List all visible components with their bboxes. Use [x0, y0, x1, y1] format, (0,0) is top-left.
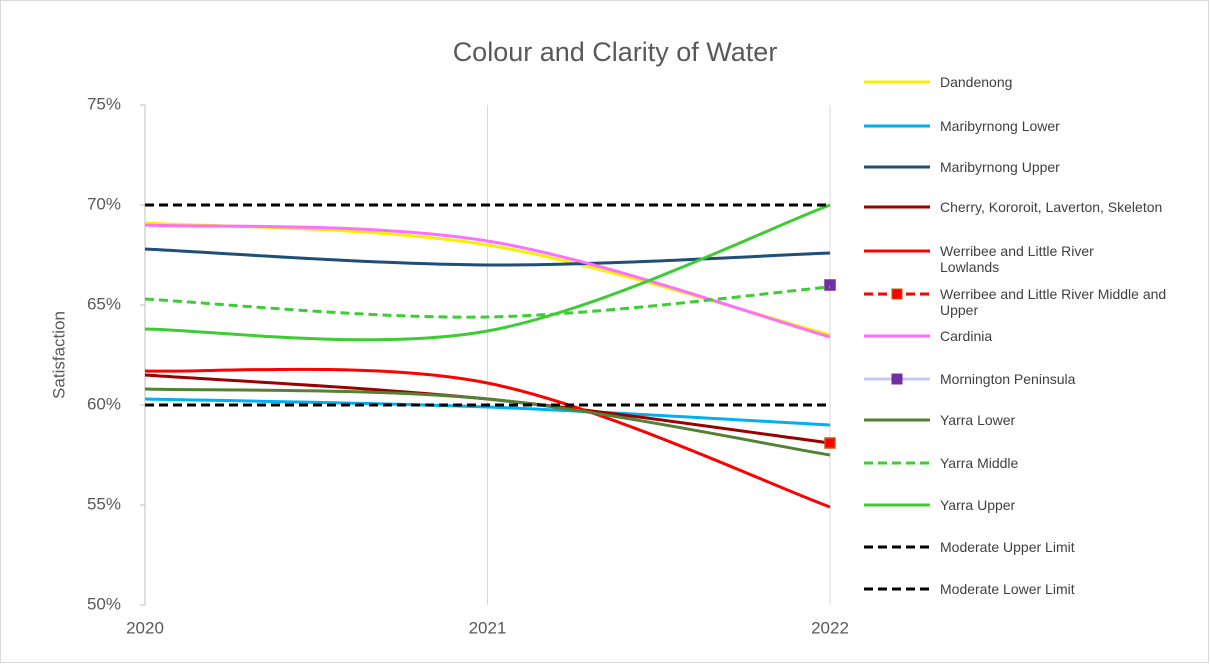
legend-entry: Maribyrnong Lower	[860, 118, 1140, 134]
legend-entry: Cherry, Kororoit, Laverton, Skeleton	[860, 199, 1195, 215]
legend-entry: Yarra Upper	[860, 497, 1140, 513]
legend-marker	[891, 288, 903, 300]
y-tick-label: 75%	[87, 94, 121, 113]
legend-entry: Werribee and Little River Lowlands	[860, 243, 1140, 275]
legend-entry: Cardinia	[860, 328, 1140, 344]
legend-label: Werribee and Little River Lowlands	[940, 243, 1094, 275]
legend-label: Dandenong	[940, 74, 1013, 90]
legend-swatch	[864, 205, 930, 209]
legend-entry: Dandenong	[860, 74, 1140, 90]
series-line	[144, 387, 831, 457]
legend-label: Cardinia	[940, 328, 993, 344]
legend-swatch	[864, 503, 930, 507]
legend-swatch	[864, 545, 930, 549]
legend-label: Mornington Peninsula	[940, 371, 1076, 387]
legend-entry: Yarra Lower	[860, 412, 1140, 428]
legend-entry: Mornington Peninsula	[860, 371, 1140, 387]
series-line	[144, 203, 831, 342]
x-tick-label: 2021	[469, 618, 507, 637]
series-marker	[824, 279, 836, 291]
chart-title: Colour and Clarity of Water	[453, 37, 778, 67]
series-line	[144, 223, 831, 339]
legend-swatch	[864, 587, 930, 591]
y-tick-label: 55%	[87, 494, 121, 513]
series-line	[144, 247, 831, 267]
series-line	[144, 285, 831, 319]
legend-label: Yarra Upper	[940, 497, 1016, 513]
legend-entry: Yarra Middle	[860, 455, 1140, 471]
y-axis-label: Satisfaction	[49, 311, 68, 399]
series-line	[144, 397, 831, 427]
y-tick-label: 70%	[87, 194, 121, 213]
legend-marker	[891, 373, 903, 385]
legend-swatch	[864, 373, 930, 385]
legend-entry: Werribee and Little River Middle and Upp…	[860, 286, 1195, 318]
x-tick-label: 2020	[126, 618, 164, 637]
legend-swatch	[864, 418, 930, 422]
series-line	[144, 367, 831, 509]
y-tick-label: 50%	[87, 594, 121, 613]
legend-swatch	[864, 334, 930, 338]
legend-swatch	[864, 165, 930, 169]
legend-label: Yarra Middle	[940, 455, 1019, 471]
legend-label: Werribee and Little River Middle and Upp…	[940, 286, 1167, 318]
legend-label: Moderate Upper Limit	[940, 539, 1075, 555]
legend-label: Maribyrnong Upper	[940, 159, 1060, 175]
legend-swatch	[864, 288, 930, 300]
legend-swatch	[864, 124, 930, 128]
y-tick-label: 60%	[87, 394, 121, 413]
legend-entry: Moderate Lower Limit	[860, 581, 1140, 597]
legend-swatch	[864, 80, 930, 84]
series-marker	[824, 437, 836, 449]
x-tick-label: 2022	[811, 618, 849, 637]
legend-label: Yarra Lower	[940, 412, 1016, 428]
legend-entry: Moderate Upper Limit	[860, 539, 1140, 555]
legend-swatch	[864, 461, 930, 465]
legend-label: Maribyrnong Lower	[940, 118, 1060, 134]
legend-label: Moderate Lower Limit	[940, 581, 1075, 597]
legend-label: Cherry, Kororoit, Laverton, Skeleton	[940, 199, 1163, 215]
legend-swatch	[864, 249, 930, 253]
legend-entry: Maribyrnong Upper	[860, 159, 1140, 175]
y-tick-label: 65%	[87, 294, 121, 313]
